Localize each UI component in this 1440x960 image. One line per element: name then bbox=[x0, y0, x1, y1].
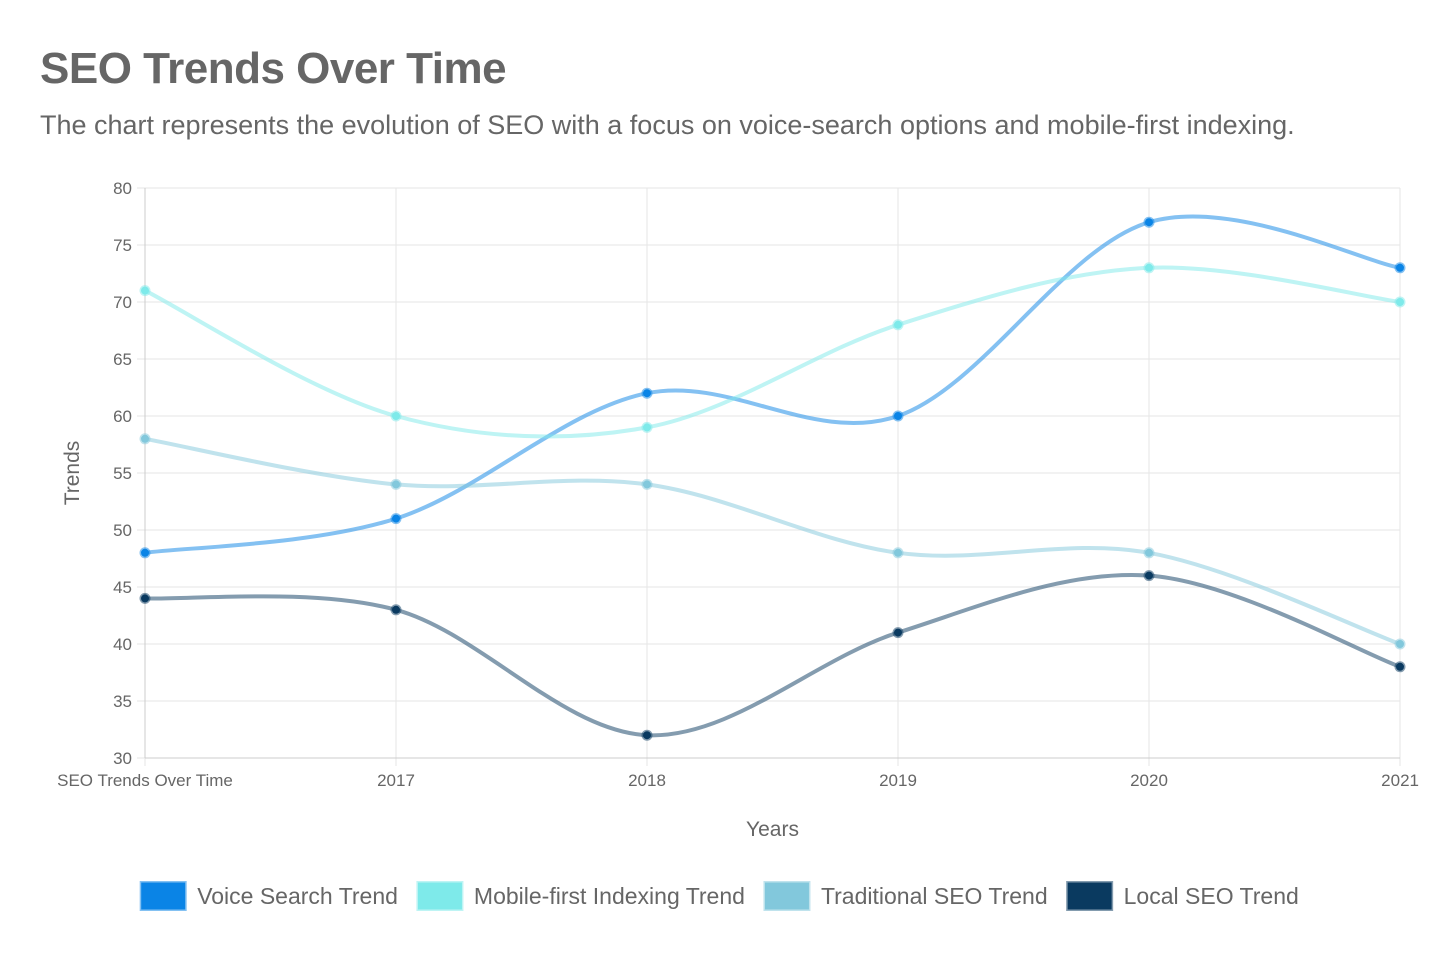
chart-subtitle: The chart represents the evolution of SE… bbox=[40, 110, 1295, 140]
legend-label: Mobile-first Indexing Trend bbox=[474, 883, 745, 909]
y-tick-label: 40 bbox=[113, 635, 132, 654]
data-point-local-seo-trend[interactable] bbox=[390, 604, 402, 616]
legend-item-traditional-seo-trend[interactable]: Traditional SEO Trend bbox=[763, 881, 1048, 911]
data-point-voice-search-trend[interactable] bbox=[892, 410, 904, 422]
data-point-mobile-first-indexing-trend[interactable] bbox=[390, 410, 402, 422]
y-tick-label: 35 bbox=[113, 692, 132, 711]
x-tick-label: 2019 bbox=[879, 771, 917, 790]
x-tick-label: 2018 bbox=[628, 771, 666, 790]
y-tick-label: 70 bbox=[113, 293, 132, 312]
data-point-traditional-seo-trend[interactable] bbox=[1143, 547, 1155, 559]
x-tick-label: SEO Trends Over Time bbox=[57, 771, 233, 790]
x-tick-label: 2021 bbox=[1381, 771, 1419, 790]
y-tick-label: 55 bbox=[113, 464, 132, 483]
series-line-voice-search-trend bbox=[143, 214, 1402, 555]
data-point-traditional-seo-trend[interactable] bbox=[1394, 638, 1406, 650]
y-tick-label: 75 bbox=[113, 236, 132, 255]
legend-swatch bbox=[416, 881, 464, 911]
data-point-voice-search-trend[interactable] bbox=[390, 513, 402, 525]
data-point-local-seo-trend[interactable] bbox=[1143, 570, 1155, 582]
legend-label: Local SEO Trend bbox=[1124, 883, 1299, 909]
legend-label: Voice Search Trend bbox=[197, 883, 398, 909]
data-point-mobile-first-indexing-trend[interactable] bbox=[139, 285, 151, 297]
legend-swatch bbox=[1066, 881, 1114, 911]
data-point-local-seo-trend[interactable] bbox=[139, 592, 151, 604]
data-point-local-seo-trend[interactable] bbox=[641, 729, 653, 741]
series-line-local-seo-trend bbox=[143, 573, 1402, 738]
y-tick-label: 50 bbox=[113, 521, 132, 540]
series-line-mobile-first-indexing-trend bbox=[143, 265, 1402, 439]
data-point-traditional-seo-trend[interactable] bbox=[892, 547, 904, 559]
y-tick-label: 65 bbox=[113, 350, 132, 369]
data-point-local-seo-trend[interactable] bbox=[1394, 661, 1406, 673]
chart-title: SEO Trends Over Time bbox=[40, 44, 507, 93]
data-point-traditional-seo-trend[interactable] bbox=[641, 478, 653, 490]
data-point-voice-search-trend[interactable] bbox=[1143, 216, 1155, 228]
series-points bbox=[139, 216, 1406, 741]
data-point-traditional-seo-trend[interactable] bbox=[139, 433, 151, 445]
legend: Voice Search Trend Mobile-first Indexing … bbox=[139, 881, 1299, 911]
legend-item-mobile-first-indexing-trend[interactable]: Mobile-first Indexing Trend bbox=[416, 881, 745, 911]
y-tick-label: 80 bbox=[113, 179, 132, 198]
data-point-mobile-first-indexing-trend[interactable] bbox=[1143, 262, 1155, 274]
data-point-mobile-first-indexing-trend[interactable] bbox=[892, 319, 904, 331]
data-point-mobile-first-indexing-trend[interactable] bbox=[1394, 296, 1406, 308]
data-point-mobile-first-indexing-trend[interactable] bbox=[641, 421, 653, 433]
axes: 30 35 40 45 50 55 60 65 70 75 80 SEO Trends Over Ti… bbox=[57, 179, 1419, 790]
series-line-traditional-seo-trend bbox=[143, 436, 1402, 646]
data-point-voice-search-trend[interactable] bbox=[139, 547, 151, 559]
data-point-voice-search-trend[interactable] bbox=[641, 387, 653, 399]
legend-label: Traditional SEO Trend bbox=[821, 883, 1048, 909]
y-tick-label: 60 bbox=[113, 407, 132, 426]
data-point-local-seo-trend[interactable] bbox=[892, 627, 904, 639]
legend-swatch bbox=[763, 881, 811, 911]
x-tick-label: 2020 bbox=[1130, 771, 1168, 790]
legend-item-local-seo-trend[interactable]: Local SEO Trend bbox=[1066, 881, 1299, 911]
y-tick-label: 30 bbox=[113, 749, 132, 768]
x-axis-title: Years bbox=[746, 818, 799, 841]
y-tick-label: 45 bbox=[113, 578, 132, 597]
legend-swatch bbox=[139, 881, 187, 911]
data-point-traditional-seo-trend[interactable] bbox=[390, 478, 402, 490]
data-point-voice-search-trend[interactable] bbox=[1394, 262, 1406, 274]
y-axis-title: Trends bbox=[61, 441, 84, 506]
series-lines bbox=[143, 214, 1402, 738]
x-tick-label: 2017 bbox=[377, 771, 415, 790]
legend-item-voice-search-trend[interactable]: Voice Search Trend bbox=[139, 881, 398, 911]
